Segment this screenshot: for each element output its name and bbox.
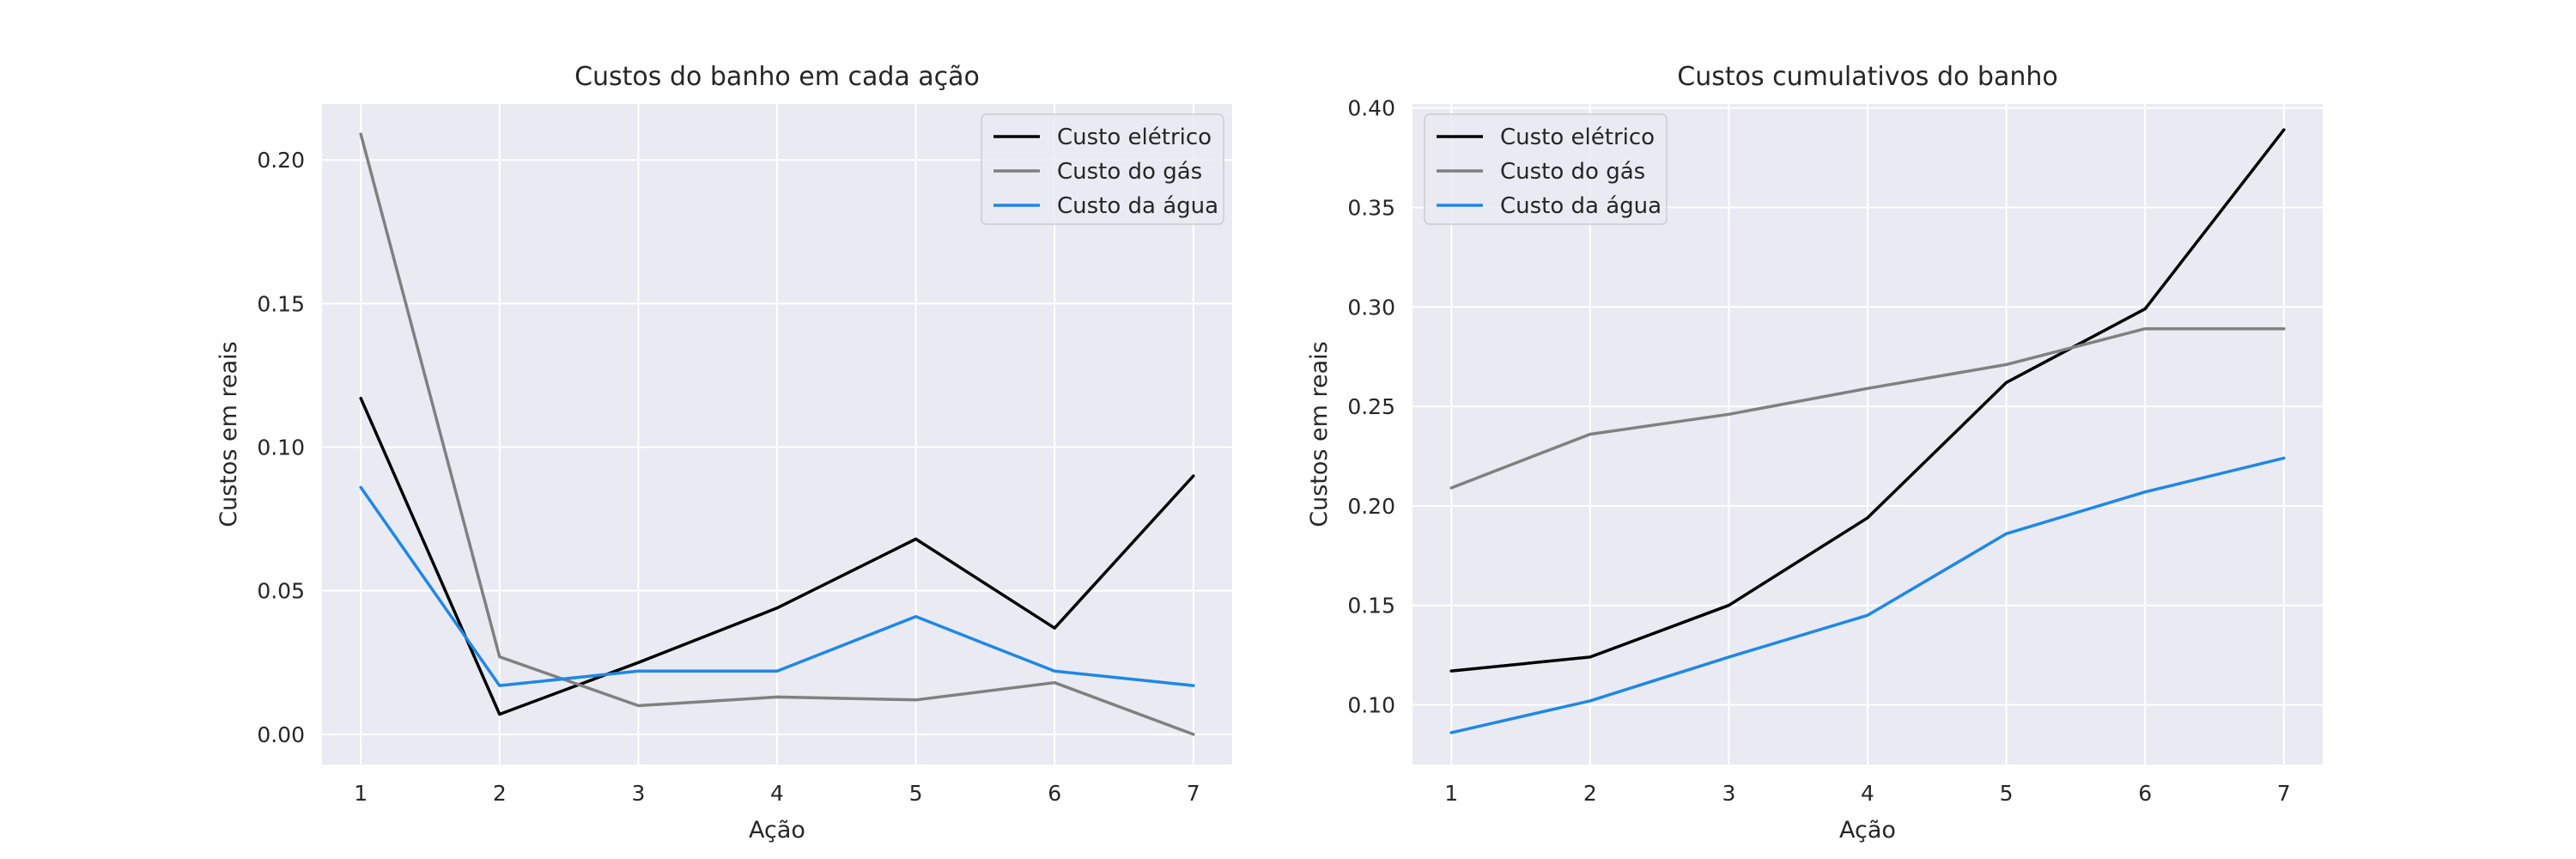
legend-label: Custo da água [1500, 193, 1662, 219]
y-tick-label: 0.00 [257, 722, 305, 747]
series-line [1449, 326, 2286, 490]
x-tick-label: 4 [1861, 781, 1874, 806]
legend-box [981, 113, 1224, 225]
series-line [359, 396, 1195, 716]
y-tick-label: 0.20 [257, 148, 305, 173]
legend-box [1424, 113, 1668, 225]
y-axis-label: Custos em reais [216, 341, 242, 527]
y-tick-label: 0.20 [1347, 494, 1395, 519]
y-tick-label: 0.30 [1347, 295, 1395, 320]
legend-label: Custo da água [1057, 193, 1218, 219]
y-tick-label: 0.10 [257, 436, 305, 460]
x-tick-label: 2 [1583, 781, 1597, 806]
chart-title: Custos do banho em cada ação [574, 62, 980, 92]
series-line [1449, 456, 2286, 734]
series-line [359, 132, 1195, 736]
x-tick-label: 5 [909, 781, 923, 806]
x-tick-label: 7 [2277, 781, 2291, 806]
x-tick-label: 1 [1444, 781, 1458, 806]
y-tick-label: 0.05 [257, 579, 305, 604]
x-tick-label: 6 [2138, 781, 2152, 806]
y-tick-label: 0.10 [1347, 693, 1395, 718]
chart-per-action: 1 2 3 4 5 6 7 0.00 0.05 0.10 0.15 0.20 Custos do ban… [216, 62, 1232, 844]
y-tick-label: 0.35 [1347, 195, 1395, 220]
chart-title: Custos cumulativos do banho [1677, 62, 2057, 92]
legend-label: Custo elétrico [1057, 125, 1212, 150]
x-tick-label: 1 [354, 781, 368, 806]
legend-label: Custo elétrico [1500, 125, 1655, 150]
x-tick-label: 2 [493, 781, 507, 806]
legend-label: Custo do gás [1057, 159, 1202, 185]
y-tick-label: 0.40 [1347, 96, 1395, 121]
x-tick-label: 4 [770, 781, 784, 806]
y-tick-label: 0.15 [1347, 594, 1395, 618]
x-tick-label: 3 [631, 781, 645, 806]
x-axis-label: Ação [749, 817, 805, 844]
x-tick-label: 6 [1048, 781, 1061, 806]
series-line [359, 485, 1195, 687]
y-axis-label: Custos em reais [1306, 341, 1333, 527]
chart-cumulative: 1 2 3 4 5 6 7 0.10 0.15 0.20 0.25 0.30 0.35 0.40 Custo… [1306, 62, 2323, 844]
x-tick-label: 3 [1722, 781, 1735, 806]
x-tick-label: 7 [1187, 781, 1200, 806]
x-axis-label: Ação [1839, 817, 1896, 844]
legend-label: Custo do gás [1500, 159, 1645, 185]
y-tick-label: 0.25 [1347, 394, 1395, 419]
y-tick-label: 0.15 [257, 291, 305, 316]
x-tick-label: 5 [2000, 781, 2014, 806]
series-line [1449, 128, 2286, 673]
